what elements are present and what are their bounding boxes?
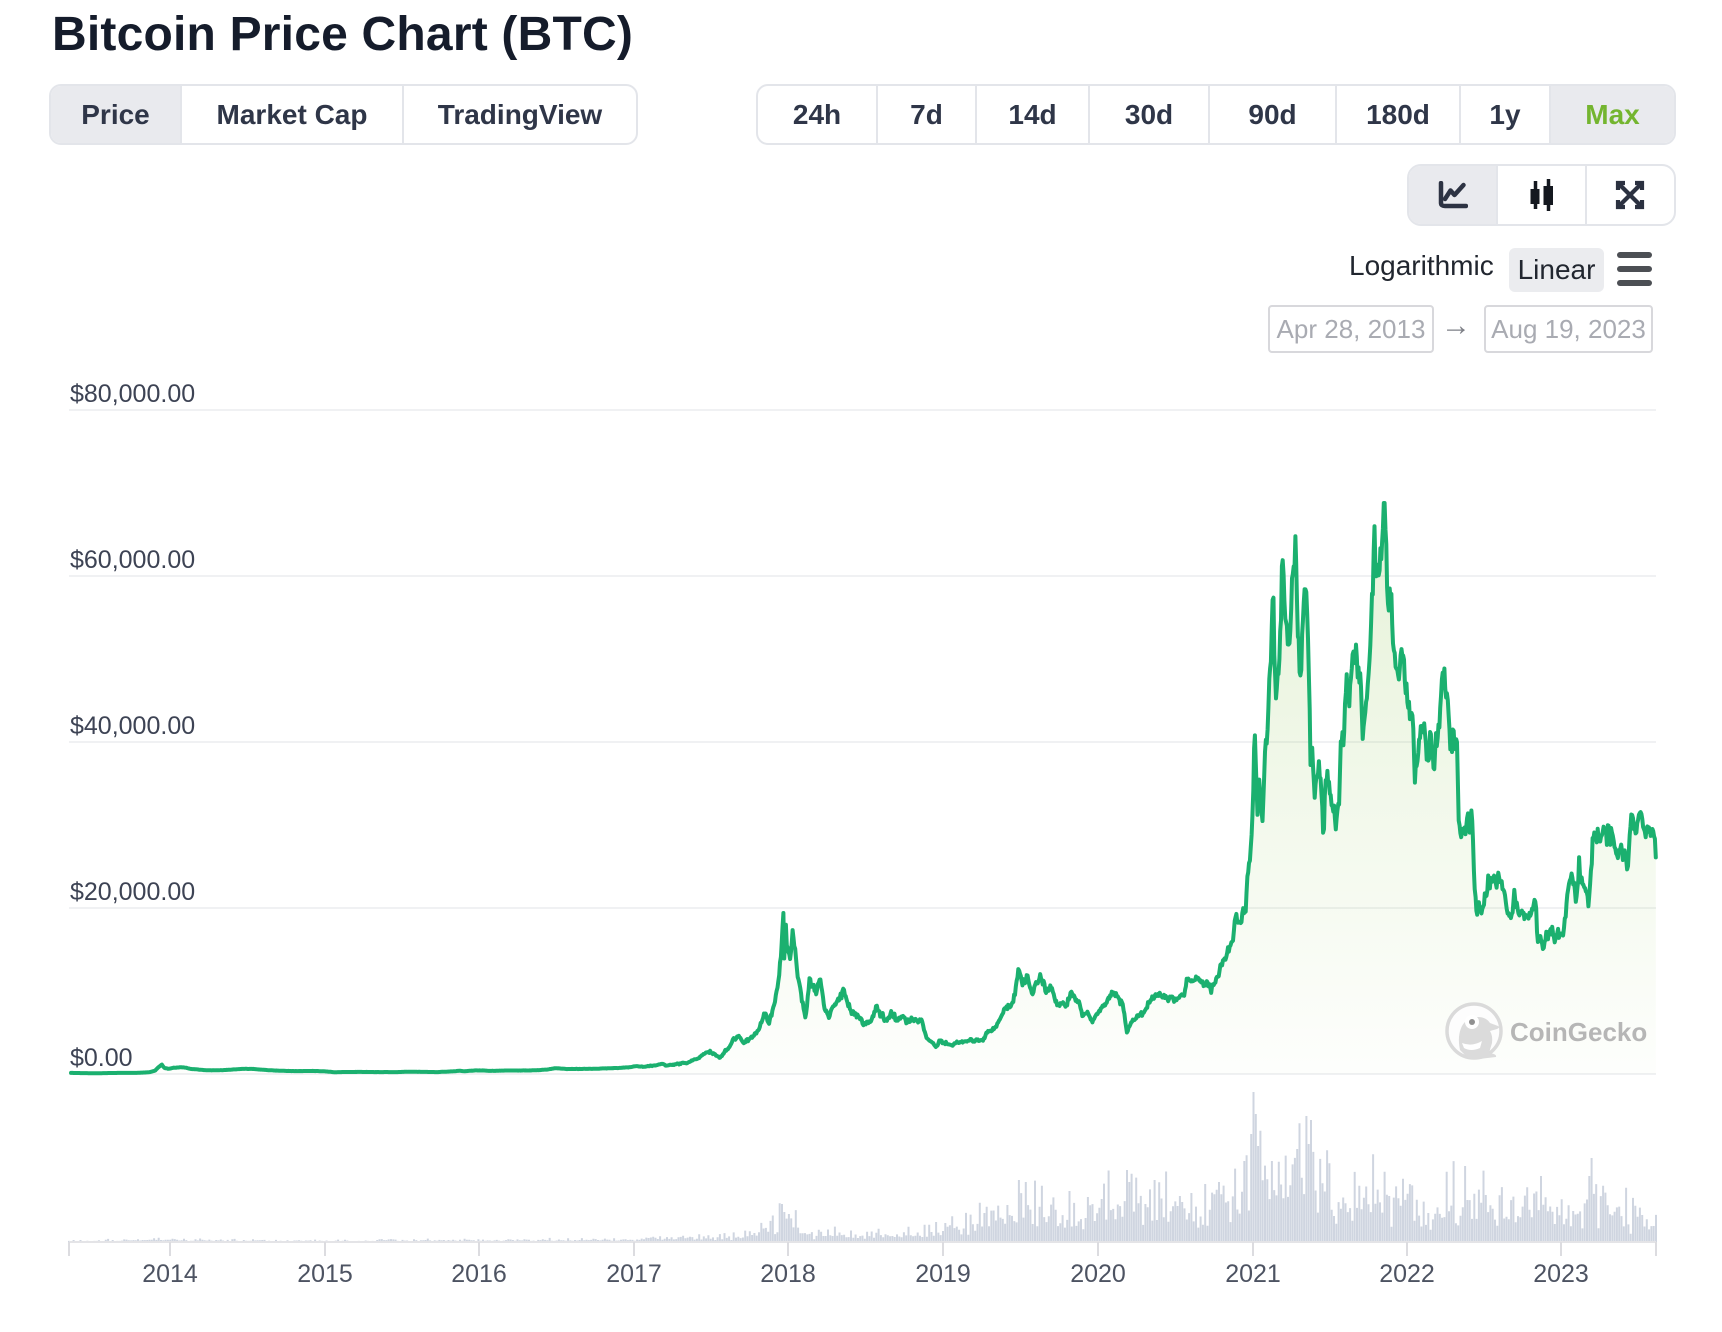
svg-text:2022: 2022 [1379, 1260, 1435, 1288]
svg-text:2014: 2014 [142, 1260, 198, 1288]
svg-text:CoinGecko: CoinGecko [1510, 1017, 1647, 1047]
svg-text:2018: 2018 [760, 1260, 816, 1288]
svg-text:$20,000.00: $20,000.00 [70, 878, 195, 906]
svg-text:2016: 2016 [451, 1260, 507, 1288]
svg-text:2015: 2015 [297, 1260, 353, 1288]
svg-text:2023: 2023 [1533, 1260, 1589, 1288]
svg-text:2017: 2017 [606, 1260, 662, 1288]
svg-text:$80,000.00: $80,000.00 [70, 380, 195, 408]
svg-text:$0.00: $0.00 [70, 1044, 133, 1072]
svg-text:$40,000.00: $40,000.00 [70, 712, 195, 740]
svg-text:2021: 2021 [1225, 1260, 1281, 1288]
svg-text:$60,000.00: $60,000.00 [70, 546, 195, 574]
svg-text:2019: 2019 [915, 1260, 971, 1288]
svg-text:2020: 2020 [1070, 1260, 1126, 1288]
